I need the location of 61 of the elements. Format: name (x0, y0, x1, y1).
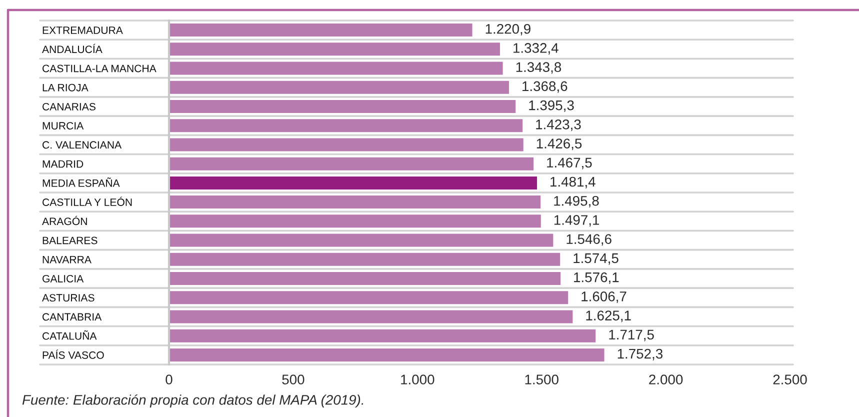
y-tick-label: CANTABRIA (42, 313, 102, 321)
bar (169, 214, 541, 228)
data-label: 1.423,3 (536, 120, 581, 131)
y-tick-label: NAVARRA (42, 256, 92, 264)
data-label: 1.343,8 (516, 62, 562, 74)
bar (169, 100, 516, 113)
y-tick-label: ASTURIAS (42, 294, 94, 302)
bar (169, 176, 537, 190)
y-tick-label: CANARIAS (42, 102, 96, 110)
x-tick-label: 2.000 (649, 374, 683, 384)
y-tick-label: CATALUÑA (42, 330, 97, 340)
y-tick-label: CASTILLA-LA MANCHA (42, 64, 156, 72)
data-label: 1.495,8 (554, 196, 599, 208)
y-tick-label: C. VALENCIANA (42, 141, 122, 149)
bar (169, 42, 500, 56)
bar (169, 272, 561, 285)
data-label: 1.625,1 (586, 310, 631, 322)
data-label: 1.368,6 (522, 81, 568, 93)
bar (169, 157, 534, 170)
y-tick-label: PAÍS VASCO (42, 350, 104, 359)
x-tick-label: 500 (282, 374, 304, 384)
bar (169, 119, 523, 132)
data-label: 1.395,3 (529, 100, 574, 112)
bar (169, 310, 573, 324)
y-tick-label: MEDIA ESPAÑA (42, 178, 120, 187)
y-tick-label: GALICIA (42, 274, 84, 282)
data-label: 1.576,1 (574, 272, 619, 284)
y-tick-label: CASTILLA Y LEÓN (42, 196, 132, 206)
y-tick-label: ANDALUCÍA (42, 44, 102, 54)
data-label: 1.717,5 (609, 330, 654, 342)
y-tick-label: MURCIA (42, 122, 84, 130)
data-label: 1.332,4 (514, 43, 558, 55)
data-label: 1.546,6 (566, 234, 612, 246)
y-tick-label: LA RIOJA (42, 84, 88, 92)
y-tick-label: MADRID (42, 160, 84, 168)
x-tick-label: 1.500 (525, 374, 558, 384)
data-label: 1.752,3 (618, 348, 662, 360)
data-label: 1.481,4 (550, 176, 596, 188)
bar (169, 329, 596, 342)
x-tick-label: 0 (166, 374, 172, 384)
bar (169, 138, 524, 152)
x-tick-label: 2.500 (773, 374, 807, 384)
y-tick-label: EXTREMADURA (42, 26, 123, 34)
bar (169, 24, 472, 37)
bar (169, 62, 503, 75)
y-tick-label: ARAGÓN (42, 216, 87, 226)
source-note: Fuente: Elaboración propia con datos del MAPA (2019). (22, 394, 364, 408)
y-tick-label: BALEARES (42, 236, 98, 244)
x-tick-label: 1.000 (401, 374, 434, 384)
bar (169, 80, 509, 94)
data-label: 1.426,5 (536, 138, 582, 150)
bar (169, 291, 568, 304)
bar (169, 252, 560, 266)
bar (169, 196, 541, 209)
bar (169, 348, 604, 362)
data-label: 1.467,5 (547, 158, 592, 170)
data-label: 1.220,9 (486, 24, 530, 36)
bar (169, 234, 554, 247)
data-label: 1.497,1 (554, 215, 600, 227)
data-label: 1.606,7 (582, 292, 626, 303)
data-label: 1.574,5 (574, 253, 618, 265)
